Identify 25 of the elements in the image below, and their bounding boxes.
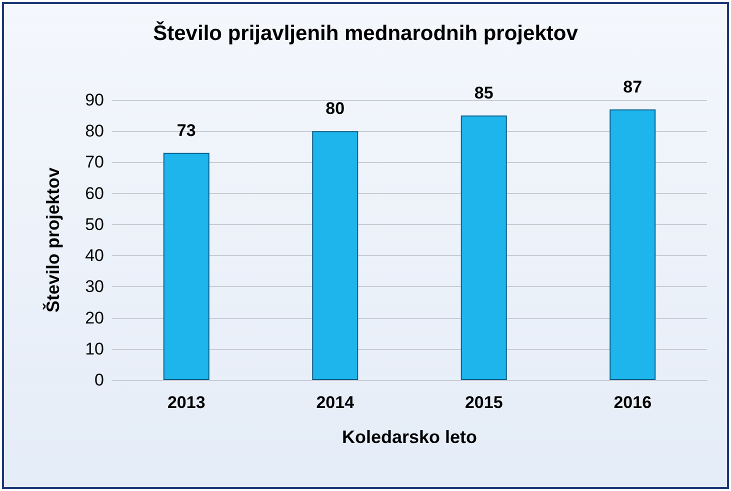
data-label: 80 — [326, 99, 345, 118]
x-tick-label: 2016 — [614, 393, 652, 412]
data-label: 73 — [176, 120, 196, 140]
bar — [312, 131, 358, 380]
data-label: 87 — [623, 77, 642, 96]
y-tick-label: 40 — [85, 246, 104, 266]
x-axis-title: Koledarsko leto — [342, 427, 478, 447]
y-tick-label: 90 — [85, 90, 104, 110]
data-label: 85 — [474, 84, 494, 103]
y-tick-label: 30 — [85, 277, 104, 296]
y-tick-label: 10 — [85, 339, 104, 358]
bar — [610, 109, 656, 380]
chart-title: Število prijavljenih mednarodnih projektov — [153, 21, 578, 45]
y-tick-label: 0 — [94, 370, 104, 390]
x-tick-label: 2014 — [316, 393, 355, 412]
y-tick-label: 50 — [85, 214, 104, 234]
bar — [163, 152, 210, 380]
x-tick-label: 2013 — [167, 393, 206, 412]
x-tick-label: 2015 — [464, 393, 503, 412]
y-axis-title: Število projektov — [42, 167, 63, 313]
y-tick-label: 20 — [85, 308, 104, 328]
y-tick-label: 70 — [85, 152, 104, 172]
y-tick-label: 60 — [85, 184, 104, 203]
bar — [460, 116, 507, 380]
y-tick-label: 80 — [85, 122, 104, 141]
